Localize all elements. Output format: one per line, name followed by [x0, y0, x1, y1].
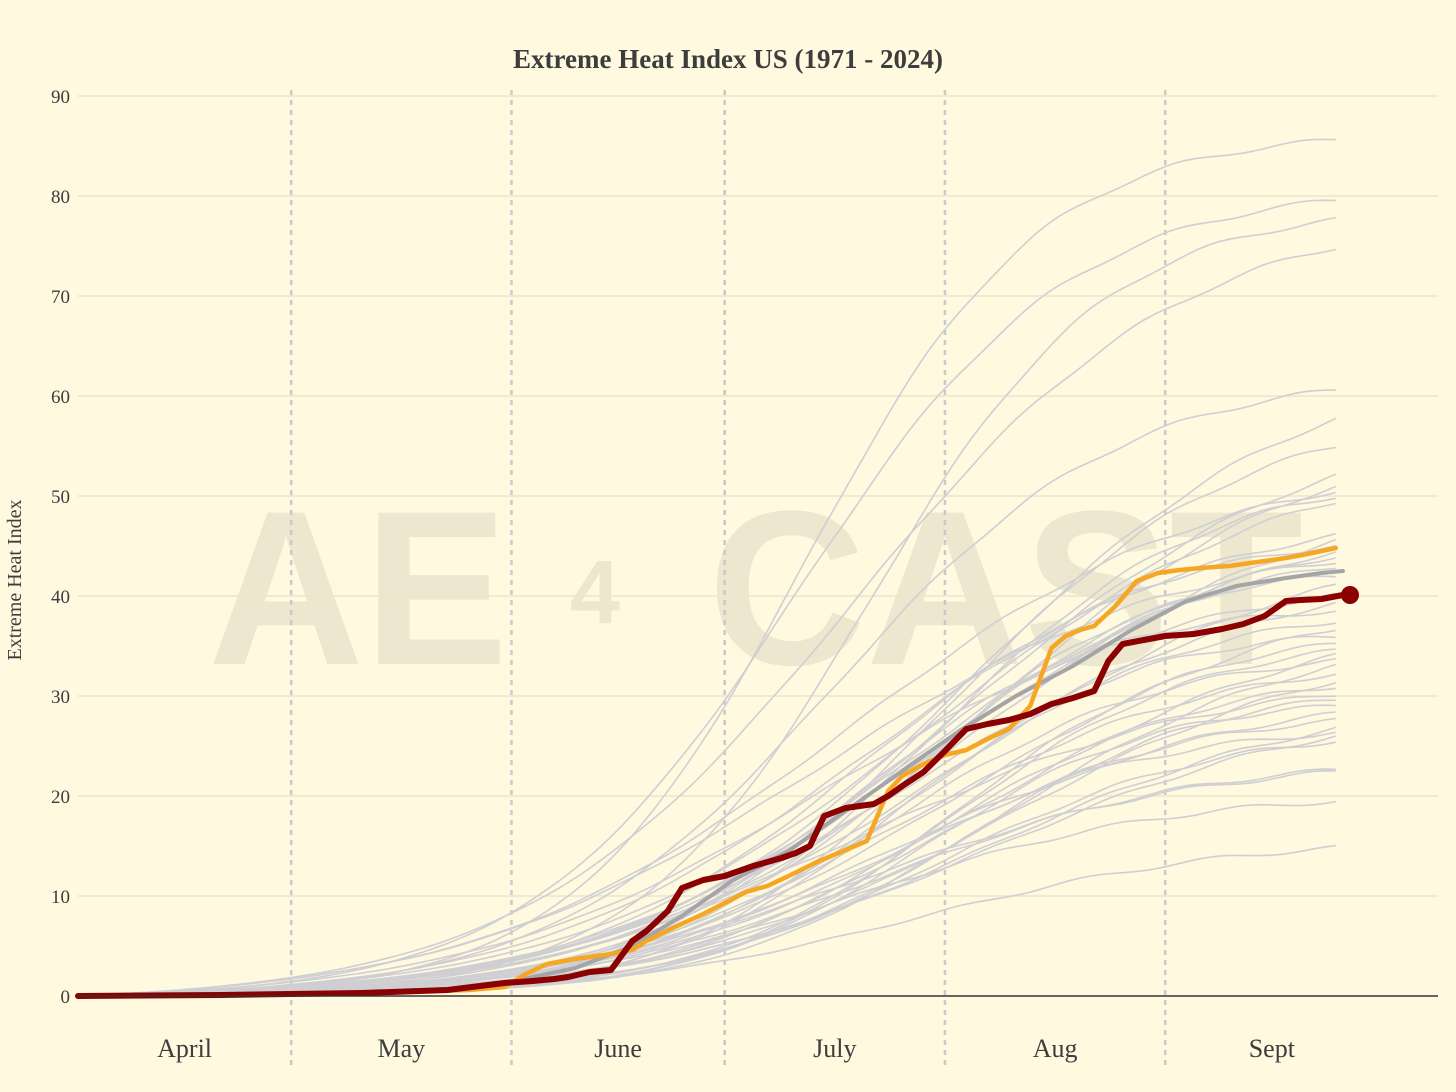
y-tick-label: 40 [51, 587, 70, 608]
series-line-highlight-orange [75, 545, 1339, 999]
history-line [77, 695, 1336, 997]
x-tick-label: May [377, 1034, 425, 1063]
history-line [77, 769, 1336, 997]
x-tick-label: July [813, 1034, 856, 1063]
y-tick-label: 0 [61, 987, 71, 1008]
y-axis-label: Extreme Heat Index [4, 499, 26, 660]
x-tick-label: April [157, 1034, 212, 1063]
history-line [77, 248, 1336, 997]
y-tick-label: 30 [51, 687, 70, 708]
series-line-highlight-dark [75, 592, 1346, 999]
x-tick-label: June [594, 1034, 642, 1063]
series-end-marker [1341, 586, 1359, 604]
y-tick-label: 10 [51, 887, 70, 908]
axis-layer: 0 10 20 30 40 50 60 70 80 90 April May June July Aug Se… [51, 87, 1438, 1063]
y-tick-label: 60 [51, 387, 70, 408]
y-tick-label: 70 [51, 287, 70, 308]
watermark-left: AE [208, 465, 508, 711]
series-layer [75, 545, 1359, 999]
watermark-mid: 4 [570, 543, 620, 643]
y-tick-label: 50 [51, 487, 70, 508]
y-tick-label: 80 [51, 187, 70, 208]
x-tick-label: Sept [1249, 1034, 1296, 1063]
y-tick-label: 20 [51, 787, 70, 808]
history-line [77, 562, 1336, 997]
y-tick-label: 90 [51, 87, 70, 108]
x-tick-label: Aug [1033, 1034, 1078, 1063]
chart-title: Extreme Heat Index US (1971 - 2024) [513, 44, 943, 74]
watermark: AE 4 CAST [208, 465, 1303, 711]
